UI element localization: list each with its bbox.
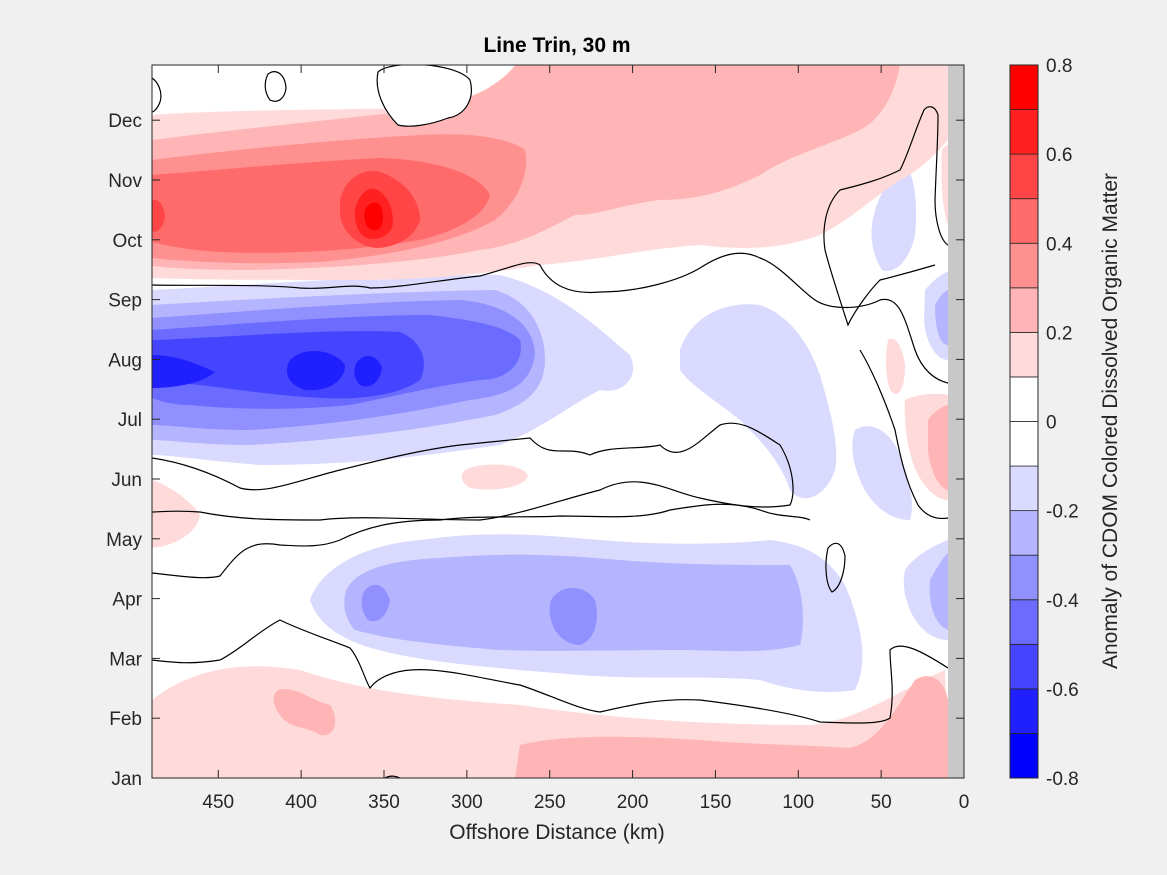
colorbar-label: Anomaly of CDOM Colored Dissolved Organi… bbox=[1099, 173, 1122, 669]
colorbar-segment bbox=[1009, 643, 1039, 690]
contour-aug-blue-6 bbox=[152, 355, 215, 388]
colorbar-segment bbox=[1009, 109, 1039, 155]
x-tick-label: 200 bbox=[617, 792, 649, 813]
colorbar-segment bbox=[1009, 198, 1039, 244]
contour-sep-right-blue-deeper bbox=[935, 290, 948, 345]
contour-apr-blue-core-1 bbox=[361, 584, 390, 622]
y-tick-label: Mar bbox=[109, 649, 142, 670]
contour-nov-right-blue bbox=[871, 165, 917, 271]
y-tick-label: Sep bbox=[108, 291, 142, 312]
colorbar-tick-label: 0.6 bbox=[1046, 145, 1072, 166]
y-tick-label: Apr bbox=[112, 590, 142, 611]
y-tick-label: Jan bbox=[111, 769, 142, 790]
colorbar-tick-label: -0.8 bbox=[1046, 769, 1079, 790]
colorbar-segment bbox=[1009, 153, 1039, 200]
y-tick-label: Nov bbox=[108, 171, 142, 192]
y-tick-label: Dec bbox=[108, 111, 142, 132]
zero-contour-lines bbox=[152, 65, 949, 778]
x-tick-label: 50 bbox=[871, 792, 892, 813]
y-tick-label: Aug bbox=[108, 350, 142, 371]
colorbar-tick-label: 0 bbox=[1046, 413, 1057, 434]
colorbar-segment bbox=[1009, 376, 1039, 422]
contour-line-may-blob bbox=[825, 542, 846, 593]
contour-apr-blue-core-2 bbox=[549, 588, 597, 645]
colorbar-ticks: 0.8 0.6 0.4 0.2 0 -0.2 -0.4 -0.6 -0.8 bbox=[1046, 56, 1079, 790]
x-tick-marks bbox=[217, 65, 965, 778]
contour-jun-left-pink bbox=[152, 480, 200, 548]
plot-area bbox=[151, 64, 965, 779]
contour-jul-right-pink-deeper bbox=[928, 405, 948, 490]
colorbar-segment bbox=[1009, 599, 1039, 645]
x-tick-label: 100 bbox=[782, 792, 814, 813]
contour-line-sep bbox=[152, 252, 949, 384]
colorbar-segment bbox=[1009, 331, 1039, 378]
contour-jul-right-blue bbox=[852, 426, 912, 520]
chart-title: Line Trin, 30 m bbox=[483, 34, 630, 57]
contour-jul-pink-small bbox=[885, 338, 905, 394]
contour-line-dec-left bbox=[152, 77, 162, 113]
colorbar-segment bbox=[1009, 64, 1039, 110]
y-tick-label: May bbox=[106, 530, 142, 551]
contour-dec-white-small bbox=[265, 72, 286, 102]
contour-aug-blue-right bbox=[680, 304, 837, 499]
x-tick-label: 450 bbox=[202, 792, 234, 813]
plot-frame bbox=[151, 64, 965, 779]
colorbar-segments bbox=[1009, 64, 1039, 779]
y-tick-label: Jun bbox=[111, 470, 142, 491]
y-tick-label: Jul bbox=[118, 410, 142, 431]
contour-aug-core-2 bbox=[354, 356, 382, 387]
colorbar-segment bbox=[1009, 287, 1039, 333]
colorbar-tick-label: 0.2 bbox=[1046, 323, 1072, 344]
colorbar-segment bbox=[1009, 733, 1039, 779]
x-tick-label: 250 bbox=[534, 792, 566, 813]
x-tick-label: 150 bbox=[700, 792, 732, 813]
colorbar-tick-label: -0.4 bbox=[1046, 591, 1079, 612]
x-axis: 450 400 350 300 250 200 150 100 50 0 bbox=[202, 792, 969, 813]
x-axis-label: Offshore Distance (km) bbox=[449, 821, 665, 844]
x-tick-label: 350 bbox=[368, 792, 400, 813]
contour-line-jun-right bbox=[859, 349, 949, 520]
colorbar-segment bbox=[1009, 465, 1039, 512]
contour-apr-right-blue-deeper bbox=[929, 553, 948, 630]
colorbar-tick-label: 0.4 bbox=[1046, 234, 1073, 255]
colorbar-segment bbox=[1009, 510, 1039, 556]
contour-fills bbox=[152, 65, 948, 778]
colorbar-segment bbox=[1009, 421, 1039, 467]
contour-line-may bbox=[152, 503, 811, 579]
contour-line-oct-right bbox=[823, 106, 949, 327]
colorbar-tick-label: 0.8 bbox=[1046, 56, 1072, 77]
colorbar-segment bbox=[1009, 242, 1039, 289]
colorbar: 0.8 0.6 0.4 0.2 0 -0.2 -0.4 -0.6 -0.8 Anomaly of… bbox=[1009, 56, 1122, 790]
x-tick-label: 0 bbox=[959, 792, 970, 813]
contour-autumn-red-left bbox=[152, 199, 165, 232]
x-tick-label: 400 bbox=[285, 792, 317, 813]
contour-jun-pink-patch bbox=[461, 464, 528, 490]
contour-jul-small-blue bbox=[824, 431, 835, 454]
colorbar-tick-label: -0.6 bbox=[1046, 680, 1079, 701]
colorbar-segment bbox=[1009, 554, 1039, 601]
colorbar-segment bbox=[1009, 688, 1039, 734]
contour-feb-pink-patch bbox=[273, 688, 336, 736]
contour-line-dec-small bbox=[264, 71, 287, 102]
contour-dec-white-blob bbox=[377, 67, 471, 127]
y-axis: Jan Feb Mar Apr May Jun Jul Aug Sep Oct Nov Dec bbox=[106, 111, 143, 790]
contour-aug-core-1 bbox=[286, 350, 345, 391]
contour-autumn-red-core bbox=[364, 202, 383, 231]
y-tick-label: Oct bbox=[112, 231, 142, 252]
colorbar-tick-label: -0.2 bbox=[1046, 502, 1079, 523]
colorbar-frame bbox=[1009, 64, 1039, 779]
contour-line-jun bbox=[152, 422, 794, 521]
contour-nov-right-pink bbox=[941, 145, 948, 225]
no-data-strip bbox=[948, 65, 964, 778]
y-tick-marks bbox=[152, 119, 964, 779]
contour-line-mar bbox=[152, 619, 949, 724]
x-tick-label: 300 bbox=[451, 792, 483, 813]
contour-jan-pink-deeper bbox=[515, 676, 948, 778]
y-tick-label: Feb bbox=[109, 709, 142, 730]
